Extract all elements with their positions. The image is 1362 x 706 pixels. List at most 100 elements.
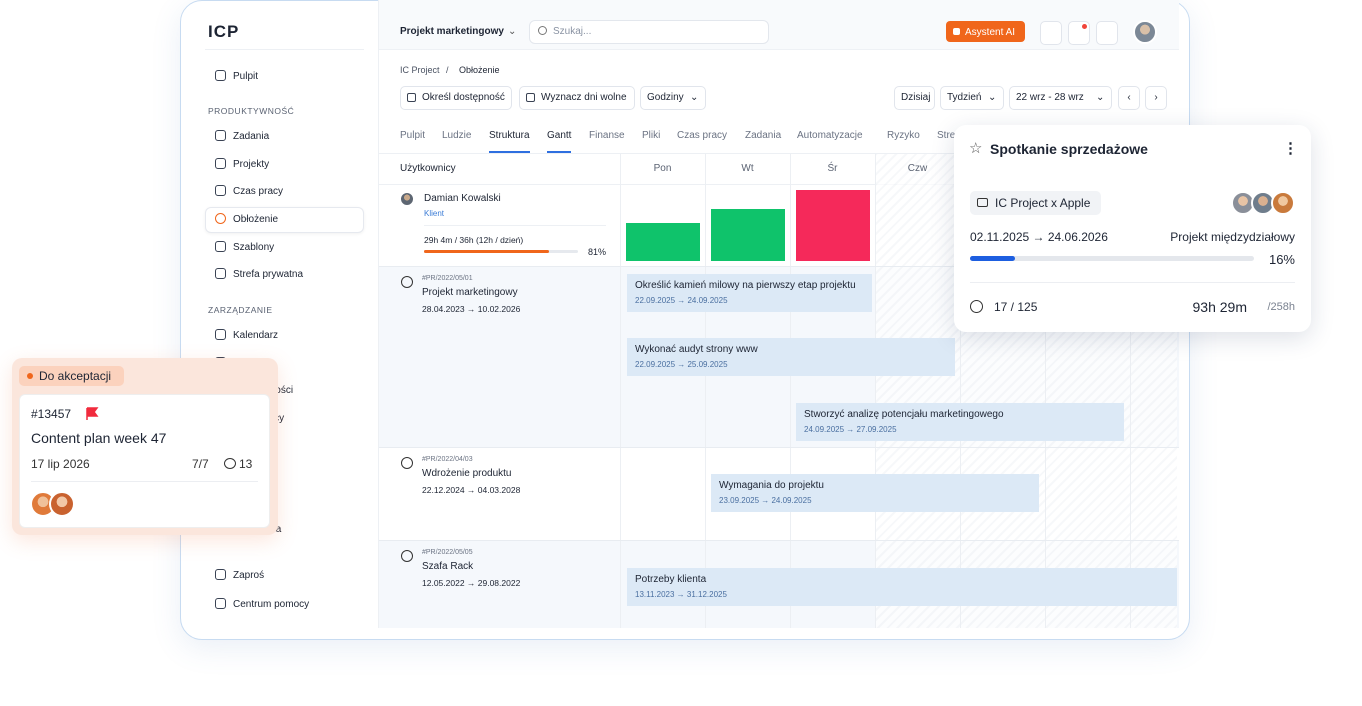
tasks-button[interactable]	[1096, 21, 1118, 45]
tab[interactable]: Czas pracy	[677, 130, 728, 141]
task-name: Stworzyć analizę potencjału marketingowe…	[804, 409, 1004, 420]
tab[interactable]: Gantt	[547, 130, 572, 141]
grid-line	[379, 184, 1179, 185]
nav-icon	[215, 598, 226, 609]
tab[interactable]: Ryzyko	[887, 130, 920, 141]
project-check	[401, 457, 413, 469]
avatar	[49, 491, 75, 517]
nav-icon	[215, 241, 226, 252]
breadcrumb-link[interactable]: IC Project	[400, 65, 440, 75]
history-button[interactable]	[1040, 21, 1062, 45]
task-date: 17 lip 2026	[31, 457, 90, 471]
breadcrumb-current: Obłożenie	[459, 65, 500, 75]
user-role: Klient	[424, 209, 445, 218]
client-icon	[977, 198, 988, 207]
section-title: ZARZĄDZANIE	[208, 305, 273, 315]
star-icon[interactable]: ☆	[969, 140, 983, 157]
row-divider	[379, 447, 1179, 448]
tab[interactable]: Strefa	[937, 130, 964, 141]
task-name: Potrzeby klienta	[635, 574, 707, 585]
row-divider	[379, 540, 1179, 541]
search[interactable]	[529, 20, 769, 44]
workload-bar	[796, 190, 870, 261]
user-avatar[interactable]	[1133, 20, 1157, 44]
nav-icon	[215, 213, 226, 224]
progress-bar	[970, 256, 1016, 261]
status-label: Do akceptacji	[39, 369, 112, 383]
nav-icon	[215, 268, 226, 279]
more-menu[interactable]: ⋮	[1283, 140, 1298, 157]
tab[interactable]: Finanse	[589, 130, 625, 141]
tab[interactable]: Pliki	[642, 130, 661, 141]
project-check	[401, 276, 413, 288]
project-name[interactable]: Szafa Rack	[422, 561, 474, 572]
search-placeholder: Szukaj...	[553, 26, 592, 37]
project-select[interactable]: Projekt marketingowy	[400, 26, 504, 37]
project-code: #PR/2022/04/03	[422, 456, 473, 463]
column-line	[960, 154, 961, 628]
button-label: 22 wrz - 28 wrz	[1016, 92, 1084, 103]
nav-item[interactable]: Obłożenie	[233, 214, 279, 225]
column-line	[620, 154, 621, 628]
notification-dot	[1082, 24, 1087, 29]
task-id: #13457	[31, 407, 72, 421]
event-type: Projekt międzydziałowy	[1170, 230, 1295, 244]
nav-item[interactable]: Pulpit	[233, 71, 259, 82]
sidebar-divider	[205, 49, 364, 50]
column-line	[790, 154, 791, 628]
project-name[interactable]: Wdrożenie produktu	[422, 468, 512, 479]
nav-item[interactable]: Zaproś	[233, 570, 265, 581]
column-line	[875, 154, 876, 628]
nav-item[interactable]: Zadania	[233, 131, 270, 142]
load-label: 81%	[588, 247, 607, 257]
progress-track	[970, 256, 1254, 261]
task-bar[interactable]	[627, 568, 1177, 606]
comment-icon	[224, 458, 236, 469]
tab[interactable]: Ludzie	[442, 130, 472, 141]
button-label: Dzisiaj	[901, 92, 931, 103]
nav-item[interactable]: Kalendarz	[233, 330, 279, 341]
nav-item[interactable]: Czas pracy	[233, 186, 284, 197]
nav-icon	[215, 185, 226, 196]
user-hours: 29h 4m / 36h (12h / dzień)	[424, 235, 524, 245]
tab[interactable]: Struktura	[489, 130, 530, 141]
chevron: ⌄	[988, 92, 997, 103]
divider	[970, 282, 1295, 283]
prev-button[interactable]: ‹	[1118, 86, 1140, 110]
day-header: Pon	[653, 163, 672, 174]
toolbar-button[interactable]: 22 wrz - 28 wrz	[1009, 86, 1112, 110]
task-bar[interactable]	[711, 474, 1039, 512]
status-pill	[19, 366, 124, 386]
project-code: #PR/2022/05/05	[422, 549, 473, 556]
next-button[interactable]: ›	[1145, 86, 1167, 110]
toolbar-button[interactable]: Tydzień	[940, 86, 1004, 110]
toolbar-button[interactable]: Wyznacz dni wolne	[519, 86, 635, 110]
event-time-total: /258h	[1267, 301, 1295, 313]
section-title: PRODUKTYWNOŚĆ	[208, 106, 295, 116]
task-bar[interactable]	[627, 338, 955, 376]
tab[interactable]: Pulpit	[400, 130, 426, 141]
tab[interactable]: Automatyzacje	[797, 130, 863, 141]
nav-item[interactable]: Centrum pomocy	[233, 599, 310, 610]
ai-button[interactable]	[946, 21, 1025, 42]
task-dates: 23.09.2025 → 24.09.2025	[719, 496, 812, 505]
task-comments: 13	[239, 457, 253, 471]
task-bar[interactable]	[627, 274, 872, 312]
nav-item[interactable]: Szablony	[233, 242, 275, 253]
task-bar[interactable]	[796, 403, 1124, 441]
logo: ICP	[208, 22, 240, 41]
toolbar-button[interactable]: Określ dostępność	[400, 86, 512, 110]
toolbar-button[interactable]: Godziny	[640, 86, 706, 110]
workload-bar	[711, 209, 785, 261]
nav-icon	[215, 70, 226, 81]
toolbar-button[interactable]: Dzisiaj	[894, 86, 935, 110]
project-name[interactable]: Projekt marketingowy	[422, 287, 518, 298]
event-card[interactable]	[954, 125, 1311, 332]
nav-item[interactable]: Strefa prywatna	[233, 269, 304, 280]
status-dot	[27, 373, 33, 379]
divider	[31, 481, 258, 482]
tab[interactable]: Zadania	[745, 130, 782, 141]
task-dates: 13.11.2023 → 31.12.2025	[635, 590, 727, 599]
nav-item[interactable]: Projekty	[233, 159, 270, 170]
